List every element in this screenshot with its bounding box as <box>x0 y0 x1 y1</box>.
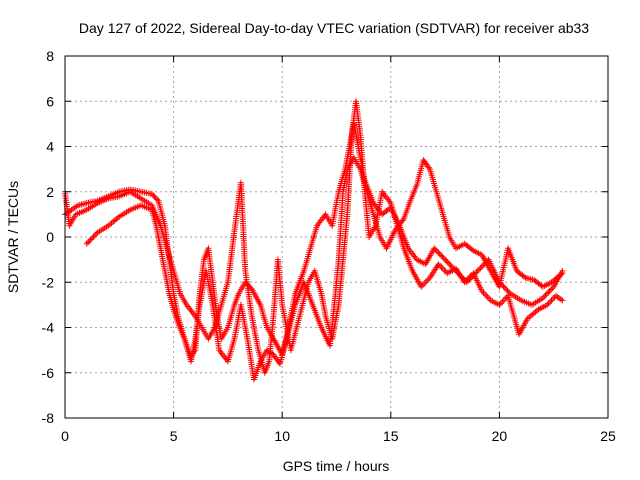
data-point <box>444 259 451 266</box>
data-point <box>539 295 546 302</box>
data-point <box>446 260 453 267</box>
chart-title: Day 127 of 2022, Sidereal Day-to-day VTE… <box>79 20 589 36</box>
data-point <box>422 279 429 286</box>
x-tick-label: 15 <box>383 428 399 444</box>
axis-ticks <box>64 55 609 419</box>
data-point <box>478 263 485 270</box>
data-point <box>435 249 442 256</box>
data-point <box>545 289 552 296</box>
data-point <box>497 300 504 307</box>
data-point <box>439 265 446 272</box>
y-tick-label: 4 <box>46 139 54 155</box>
y-tick-labels: -8 -6 -4 -2 0 2 4 6 8 <box>42 48 55 426</box>
data-point <box>547 298 554 305</box>
data-point <box>504 287 511 294</box>
data-point <box>474 267 481 274</box>
data-point <box>440 255 447 262</box>
data-point <box>503 286 510 293</box>
data-point <box>86 238 93 244</box>
data-point <box>542 292 549 299</box>
data-point <box>91 232 98 239</box>
x-tick-label: 5 <box>170 428 178 444</box>
data-point <box>87 236 94 243</box>
data-point <box>431 245 438 252</box>
series-track-c <box>83 154 566 383</box>
grid-lines <box>65 56 608 418</box>
x-tick-label: 20 <box>492 428 508 444</box>
data-point <box>148 191 155 197</box>
data-point <box>150 192 157 199</box>
data-point <box>501 284 508 291</box>
y-axis-label: SDTVAR / TECUs <box>5 181 21 293</box>
series-track-a <box>62 120 566 360</box>
y-tick-label: 2 <box>46 184 54 200</box>
x-tick-label: 0 <box>61 428 69 444</box>
data-points <box>62 98 566 383</box>
y-tick-label: 6 <box>46 93 54 109</box>
data-point <box>438 264 445 271</box>
data-point <box>436 251 443 257</box>
data-point <box>421 280 428 287</box>
data-point <box>559 297 566 304</box>
data-point <box>432 246 439 253</box>
data-point <box>85 239 92 246</box>
data-point <box>434 248 440 255</box>
data-point <box>438 252 444 259</box>
data-point <box>447 262 454 269</box>
x-tick-label: 25 <box>600 428 616 444</box>
data-point <box>477 265 484 272</box>
data-point <box>443 258 450 264</box>
data-point <box>483 292 490 299</box>
x-tick-label: 10 <box>274 428 290 444</box>
data-point <box>541 293 548 300</box>
data-point <box>83 240 90 247</box>
data-point <box>548 286 554 293</box>
data-point <box>89 235 96 242</box>
y-tick-label: -4 <box>42 320 55 336</box>
data-point <box>476 266 482 273</box>
data-point <box>468 246 475 253</box>
x-tick-labels: 0 5 10 15 20 25 <box>61 428 616 444</box>
data-point <box>481 291 488 298</box>
y-tick-label: -6 <box>42 365 55 381</box>
data-point <box>546 288 553 294</box>
data-point <box>424 277 430 284</box>
data-point <box>151 193 158 200</box>
data-point <box>154 196 161 203</box>
data-point <box>559 270 566 277</box>
x-axis-label: GPS time / hours <box>283 458 390 474</box>
data-point <box>93 230 100 237</box>
data-point <box>442 256 449 263</box>
data-point <box>90 233 97 240</box>
data-point <box>549 285 556 292</box>
data-point <box>543 290 550 297</box>
y-tick-label: 8 <box>46 48 54 64</box>
data-point <box>152 195 159 202</box>
y-tick-label: -8 <box>42 410 55 426</box>
y-tick-label: -2 <box>42 274 55 290</box>
data-point <box>439 253 446 260</box>
data-point <box>484 294 491 301</box>
y-tick-label: 0 <box>46 229 54 245</box>
